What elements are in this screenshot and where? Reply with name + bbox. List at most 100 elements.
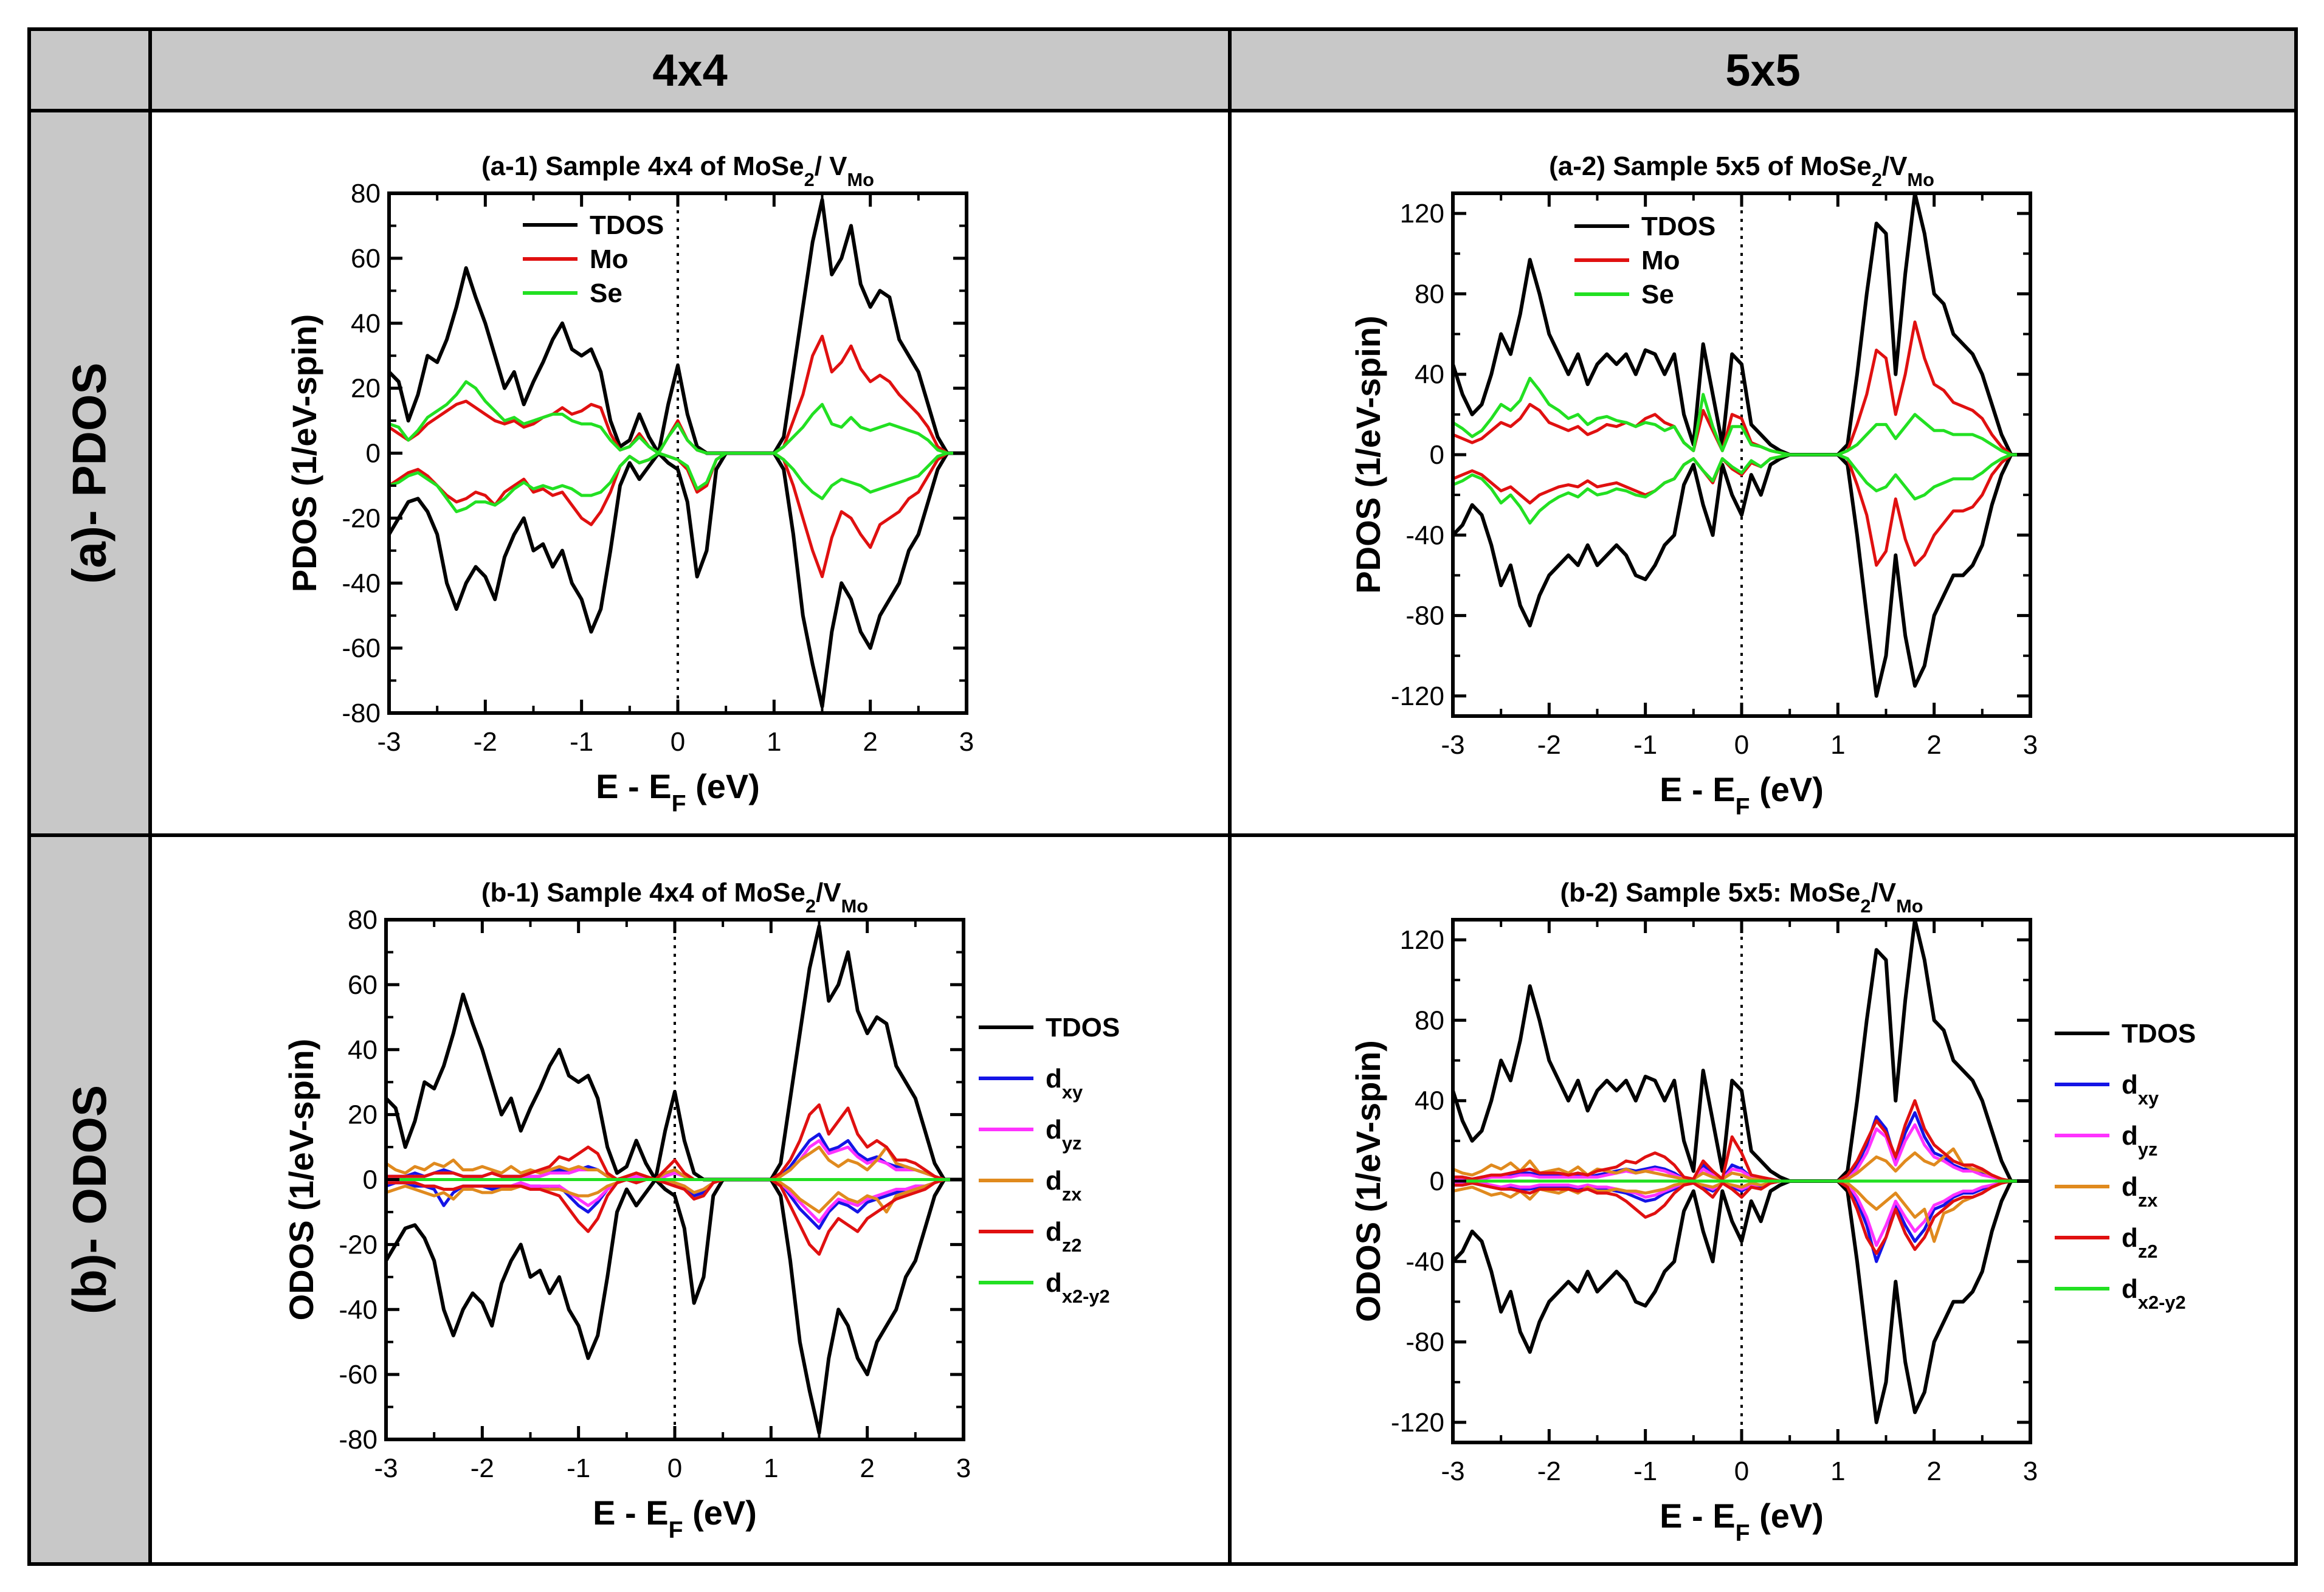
chart-title-part: /V xyxy=(1871,878,1897,908)
x-tick-label: -2 xyxy=(474,727,497,757)
series-line-tdos-0 xyxy=(384,924,964,1182)
y-tick-label: 40 xyxy=(351,309,381,339)
legend-label: dx2-y2 xyxy=(2122,1274,2186,1313)
chart-title-part: / V xyxy=(815,151,847,181)
x-tick-label: -3 xyxy=(1441,730,1464,760)
y-tick-label: -40 xyxy=(339,1295,378,1325)
x-tick-label: 0 xyxy=(1734,1456,1749,1486)
x-axis-label-part: (eV) xyxy=(683,1494,757,1532)
series-line-tdos-0 xyxy=(1451,918,2030,1183)
legend-label: TDOS xyxy=(1046,1013,1120,1042)
legend-label-part: TDOS xyxy=(1641,212,1715,241)
series-line-dz2-9 xyxy=(386,1178,964,1256)
y-tick-label: 0 xyxy=(366,439,381,469)
x-tick-label: 0 xyxy=(671,727,685,757)
legend-label: dz2 xyxy=(2122,1223,2157,1262)
legend-label-part: d xyxy=(1046,1115,1062,1145)
legend-label-subscript: yz xyxy=(2138,1139,2158,1160)
column-header-4x4: 4x4 xyxy=(148,27,1232,112)
y-tick-label: -120 xyxy=(1391,1408,1444,1438)
legend-label: TDOS xyxy=(2122,1019,2196,1049)
x-tick-label: 3 xyxy=(956,1453,971,1483)
y-tick-label: 20 xyxy=(351,374,381,404)
series-line-dyz-4 xyxy=(1453,1123,2030,1183)
x-tick-label: 3 xyxy=(2023,1456,2038,1486)
series-line-tdos-1 xyxy=(384,1177,964,1435)
legend-label-part: d xyxy=(2122,1223,2138,1253)
y-tick-label: -20 xyxy=(339,1230,378,1259)
legend-label: Mo xyxy=(1641,246,1680,275)
series-line-dyz-5 xyxy=(1453,1179,2030,1247)
chart-title-part: /V xyxy=(1882,151,1908,181)
series-line-tdos-1 xyxy=(387,451,967,709)
y-tick-label: 120 xyxy=(1400,199,1444,229)
x-tick-label: 0 xyxy=(1734,730,1749,760)
legend-label-subscript: xy xyxy=(2138,1087,2159,1109)
y-tick-label: 40 xyxy=(1415,1086,1444,1116)
y-tick-label: 0 xyxy=(1430,440,1444,470)
series-line-dz2-8 xyxy=(1453,1099,2030,1183)
y-tick-label: 80 xyxy=(351,179,381,208)
x-axis-label-part: (eV) xyxy=(686,767,760,805)
legend-label-subscript: z2 xyxy=(1062,1235,1082,1256)
legend-label-subscript: xy xyxy=(1062,1081,1083,1103)
y-tick-label: -40 xyxy=(1405,1247,1444,1277)
legend-label-part: TDOS xyxy=(1046,1013,1120,1042)
legend-label-subscript: x2-y2 xyxy=(2138,1292,2186,1313)
x-tick-label: 1 xyxy=(764,1453,778,1483)
legend-label: TDOS xyxy=(590,210,664,240)
legend-label-part: d xyxy=(2122,1121,2138,1151)
x-tick-label: 3 xyxy=(2023,730,2038,760)
column-header-5x5: 5x5 xyxy=(1228,27,2298,112)
legend-label: dxy xyxy=(1046,1064,1083,1103)
legend-label-part: TDOS xyxy=(590,210,664,240)
corner-cell xyxy=(27,27,152,112)
x-tick-label: -1 xyxy=(1633,1456,1657,1486)
series-line-se-4 xyxy=(1452,376,2030,457)
x-axis-label: E - EF (eV) xyxy=(593,1494,757,1543)
plot-group: (a-1) Sample 4x4 of MoSe2/ VMo-3 -2 -1 0 1 2 3… xyxy=(285,151,974,817)
chart-title-subscript: 2 xyxy=(1860,895,1871,917)
legend-label: dyz xyxy=(1046,1115,1081,1154)
x-tick-label: -2 xyxy=(1537,730,1561,760)
legend-label-part: d xyxy=(1046,1064,1062,1094)
y-tick-label: 20 xyxy=(348,1100,378,1130)
chart-title: (b-2) Sample 5x5: MoSe2/VMo xyxy=(1560,878,1923,917)
y-tick-label: 80 xyxy=(348,905,378,935)
legend-label-part: d xyxy=(1046,1217,1062,1247)
legend-label: Se xyxy=(1641,280,1674,309)
y-tick-label: -120 xyxy=(1391,681,1444,711)
y-axis-label: PDOS (1/eV-spin) xyxy=(1349,315,1387,593)
y-tick-label: -20 xyxy=(342,503,381,533)
legend-label-subscript: z2 xyxy=(2138,1241,2158,1262)
x-tick-label: 1 xyxy=(1830,730,1845,760)
x-tick-label: 2 xyxy=(1926,1456,1941,1486)
series-line-se-4 xyxy=(388,380,967,455)
series-line-dxy-2 xyxy=(1453,1111,2030,1183)
column-header-5x5-text: 5x5 xyxy=(1725,44,1801,95)
legend: TDOS Mo Se xyxy=(1574,212,1715,309)
column-header-4x4-text: 4x4 xyxy=(652,44,728,95)
x-tick-label: -1 xyxy=(567,1453,590,1483)
legend-label: dxy xyxy=(2122,1070,2159,1109)
y-tick-label: -80 xyxy=(1405,601,1444,631)
y-axis-label: ODOS (1/eV-spin) xyxy=(282,1039,320,1321)
x-axis-label-subscript: F xyxy=(669,1517,683,1543)
x-tick-label: -2 xyxy=(1537,1456,1561,1486)
chart-title-subscript: 2 xyxy=(805,895,816,917)
x-axis-label-part: E - E xyxy=(593,1494,668,1532)
x-axis-label-part: E - E xyxy=(1660,770,1735,808)
legend-label-part: d xyxy=(1046,1268,1062,1298)
x-tick-label: -3 xyxy=(377,727,401,757)
legend-label-part: d xyxy=(1046,1166,1062,1196)
y-axis-label: PDOS (1/eV-spin) xyxy=(285,314,323,592)
legend-label-part: d xyxy=(2122,1274,2138,1304)
y-tick-label: 40 xyxy=(1415,360,1444,390)
x-axis-label-subscript: F xyxy=(672,791,686,817)
series-line-tdos-0 xyxy=(1451,191,2030,457)
x-axis-label-part: (eV) xyxy=(1750,1497,1824,1535)
series-line-mo-3 xyxy=(1452,453,2030,567)
